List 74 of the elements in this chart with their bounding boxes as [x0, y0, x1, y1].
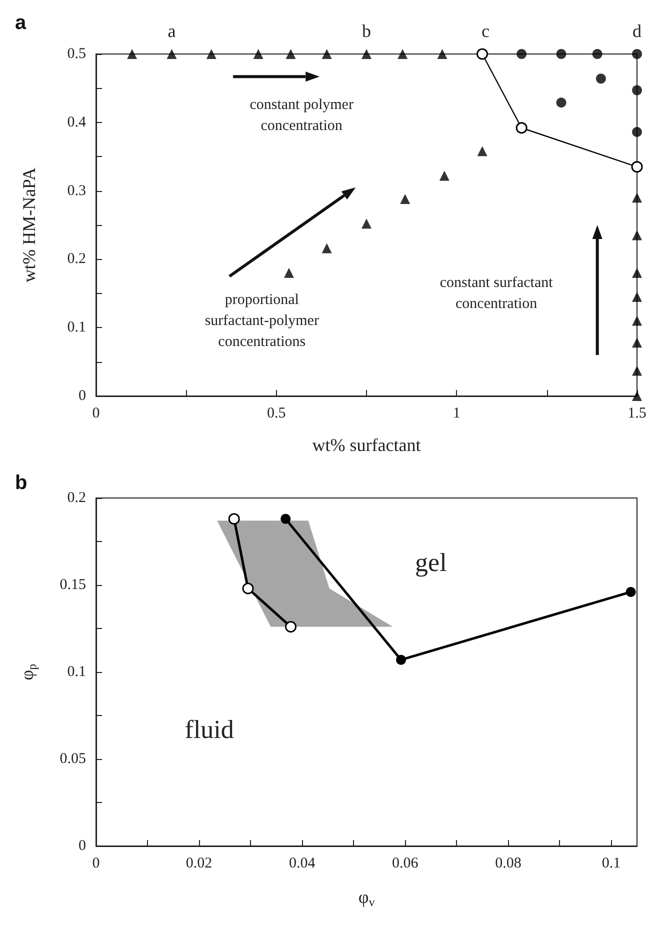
x-axis-title: wt% surfactant	[312, 435, 421, 455]
y-tick-label: 0.05	[60, 751, 86, 767]
annotation: fluid	[184, 714, 234, 744]
annotation: constant surfactant concentration	[440, 274, 554, 312]
point	[592, 49, 602, 59]
x-tick-label: 0.02	[186, 856, 212, 872]
x-tick-label: 0	[92, 856, 100, 872]
point	[632, 192, 642, 203]
point	[556, 98, 566, 108]
point	[322, 49, 332, 59]
x-tick-label: 1.5	[628, 406, 646, 422]
point	[596, 74, 606, 84]
chart-title: a	[15, 12, 27, 34]
point	[396, 654, 406, 665]
point	[242, 582, 254, 594]
point	[516, 122, 528, 134]
point	[632, 230, 642, 240]
x-tick-label: 0.06	[392, 856, 419, 872]
x-tick-label: 0.08	[495, 856, 522, 872]
annotation: c	[482, 21, 490, 41]
y-tick-label: 0.5	[67, 46, 86, 62]
point	[437, 49, 448, 59]
x-tick-label: 0.1	[602, 856, 621, 872]
point	[206, 49, 216, 59]
y-axis-title: φp	[17, 664, 39, 680]
point	[228, 513, 240, 525]
point	[632, 268, 642, 278]
annotation: proportional surfactant-polymer concentrations	[204, 292, 319, 350]
point	[516, 49, 527, 59]
point	[280, 514, 291, 524]
point	[362, 218, 372, 229]
point	[400, 194, 410, 204]
y-tick-label: 0.2	[67, 251, 86, 268]
y-axis-title: wt% HM-NaPA	[19, 168, 39, 282]
annotation: gel	[415, 548, 447, 577]
x-tick-label: 0.5	[266, 406, 286, 422]
point	[476, 48, 488, 60]
point	[632, 366, 642, 376]
point	[626, 586, 636, 597]
point	[286, 49, 296, 59]
x-tick-label: 0	[92, 406, 100, 422]
point	[556, 49, 566, 59]
point	[362, 49, 372, 59]
y-tick-label: 0.1	[67, 320, 86, 336]
point	[284, 268, 294, 278]
y-tick-label: 0.15	[60, 577, 86, 593]
y-tick-label: 0.2	[67, 490, 86, 506]
annotation: a	[168, 21, 176, 41]
annotation: constant polymer concentration	[250, 97, 354, 134]
y-tick-label: 0	[78, 838, 86, 854]
point	[477, 146, 488, 156]
point	[632, 85, 642, 96]
point	[127, 49, 138, 59]
point	[322, 243, 332, 254]
point	[632, 316, 642, 326]
y-tick-label: 0.1	[67, 664, 86, 680]
point	[632, 338, 642, 348]
point	[631, 161, 643, 173]
annotation: d	[632, 21, 642, 41]
chart-title: b	[15, 472, 28, 494]
x-tick-label: 1	[452, 406, 460, 422]
point	[166, 49, 177, 59]
point	[439, 170, 450, 181]
point	[398, 49, 408, 59]
annotation: b	[362, 21, 371, 41]
y-tick-label: 0.4	[67, 114, 86, 130]
y-tick-label: 0.3	[67, 182, 86, 199]
point	[253, 49, 264, 59]
point	[632, 292, 642, 302]
x-tick-label: 0.04	[288, 856, 316, 872]
point	[285, 621, 297, 633]
point	[632, 49, 642, 59]
point	[632, 126, 642, 137]
y-tick-label: 0	[78, 388, 86, 404]
